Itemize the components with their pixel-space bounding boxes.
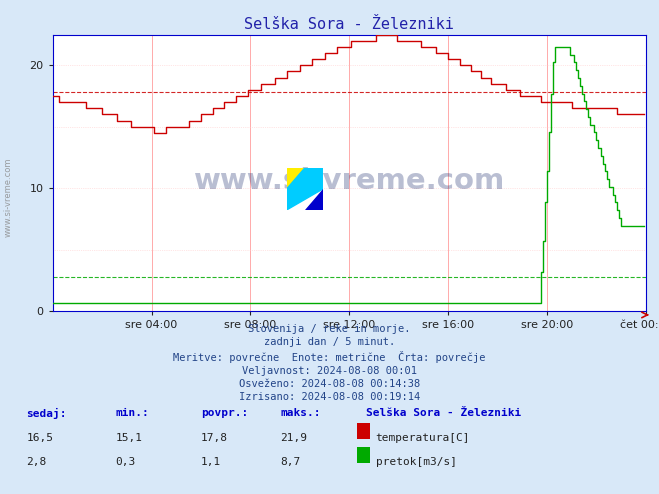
Text: min.:: min.: [115,408,149,417]
Text: maks.:: maks.: [280,408,320,417]
Text: povpr.:: povpr.: [201,408,248,417]
Polygon shape [287,168,323,210]
Text: Selška Sora - Železniki: Selška Sora - Železniki [366,408,521,417]
Text: pretok[m3/s]: pretok[m3/s] [376,457,457,467]
Text: 8,7: 8,7 [280,457,301,467]
Text: 21,9: 21,9 [280,433,307,443]
Polygon shape [287,168,304,189]
Text: 0,3: 0,3 [115,457,136,467]
Text: 1,1: 1,1 [201,457,221,467]
Title: Selška Sora - Železniki: Selška Sora - Železniki [244,17,454,32]
Text: Slovenija / reke in morje.
zadnji dan / 5 minut.
Meritve: povrečne  Enote: metri: Slovenija / reke in morje. zadnji dan / … [173,324,486,403]
Text: temperatura[C]: temperatura[C] [376,433,470,443]
Text: 15,1: 15,1 [115,433,142,443]
Text: sedaj:: sedaj: [26,408,67,418]
Text: 2,8: 2,8 [26,457,47,467]
Text: www.si-vreme.com: www.si-vreme.com [3,158,13,237]
Polygon shape [304,189,323,210]
Text: 16,5: 16,5 [26,433,53,443]
Text: www.si-vreme.com: www.si-vreme.com [194,167,505,195]
Text: 17,8: 17,8 [201,433,228,443]
